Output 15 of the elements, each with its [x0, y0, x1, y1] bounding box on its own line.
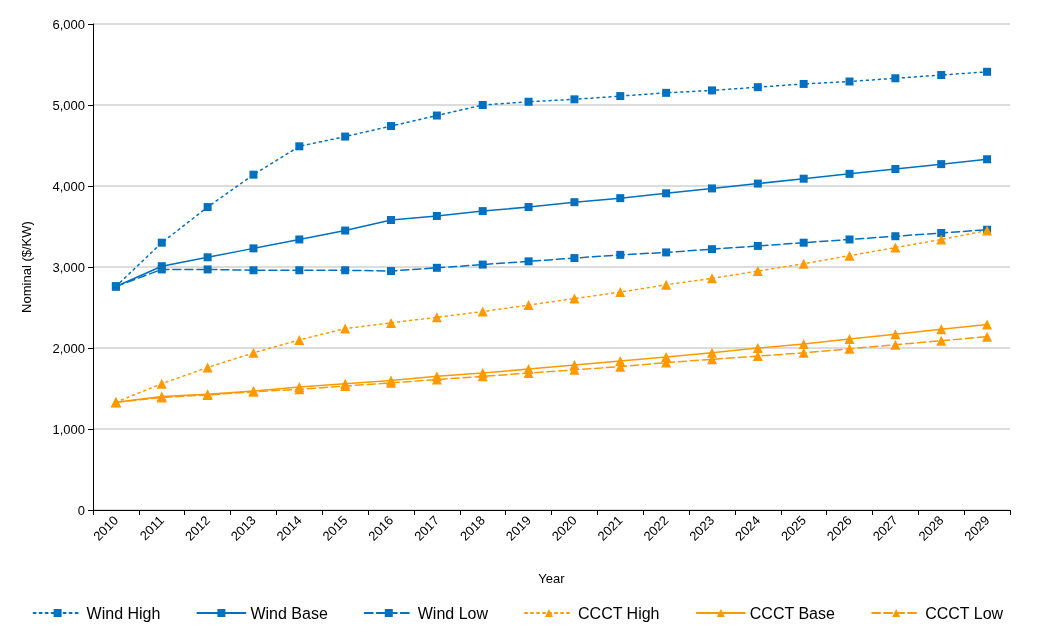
y-tick-label: 5,000 — [52, 97, 85, 113]
x-axis-title: Year — [538, 571, 566, 586]
legend-label: CCCT High — [578, 604, 660, 622]
y-tick-label: 1,000 — [52, 421, 85, 437]
y-tick-label: 3,000 — [52, 259, 85, 275]
y-axis-title: Nominal ($/KW) — [19, 221, 34, 313]
legend-label: CCCT Low — [925, 604, 1004, 622]
legend-label: CCCT Base — [749, 604, 835, 622]
legend-label: Wind Low — [417, 604, 489, 622]
y-tick-label: 4,000 — [52, 178, 85, 194]
y-tick-label: 2,000 — [52, 340, 85, 356]
y-tick-label: 6,000 — [52, 16, 85, 32]
y-tick-label: 0 — [77, 502, 85, 518]
legend-label: Wind Base — [250, 604, 328, 622]
legend-label: Wind High — [86, 604, 161, 622]
